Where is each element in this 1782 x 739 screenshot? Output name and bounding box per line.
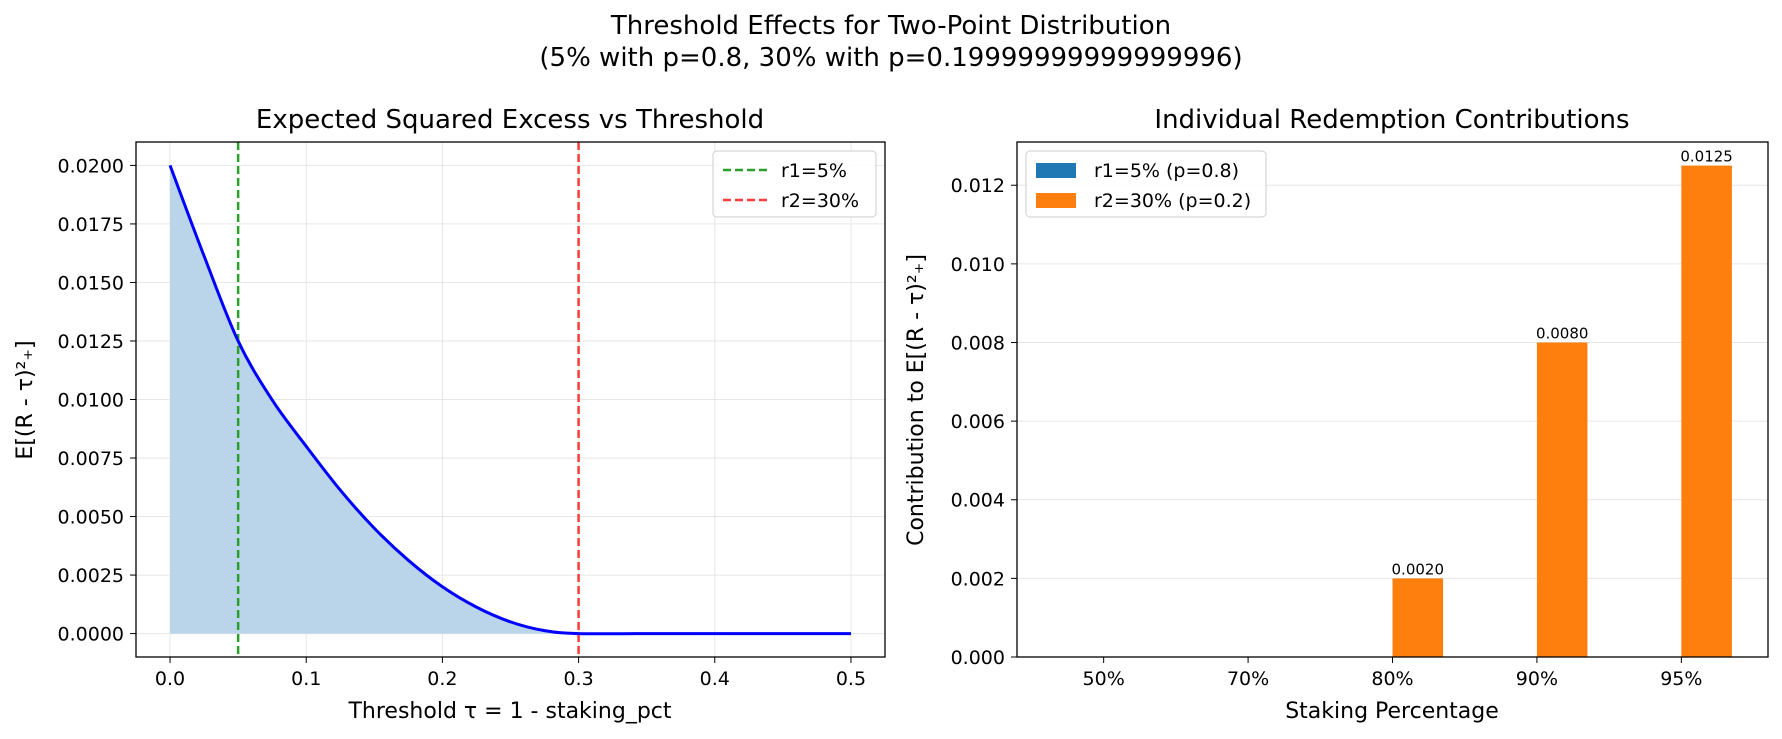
bar-r2-80% bbox=[1392, 578, 1444, 657]
y-tick-label: 0.010 bbox=[951, 254, 1005, 276]
x-tick-label: 0.0 bbox=[155, 668, 185, 690]
legend-label-r1: r1=5% bbox=[781, 160, 847, 182]
bar-r2-95% bbox=[1681, 165, 1732, 658]
y-tick-label: 0.0100 bbox=[58, 390, 124, 412]
y-tick-label: 0.0150 bbox=[58, 272, 124, 294]
y-tick-label: 0.0175 bbox=[58, 214, 124, 236]
y-tick-label: 0.004 bbox=[951, 490, 1005, 512]
bar-value-label: 0.0080 bbox=[1536, 324, 1589, 342]
bar-value-label: 0.0020 bbox=[1392, 560, 1445, 578]
y-tick-label: 0.0075 bbox=[58, 448, 124, 470]
y-tick-label: 0.0025 bbox=[58, 565, 124, 587]
legend-label-r1: r1=5% (p=0.8) bbox=[1094, 160, 1239, 182]
x-tick-label: 0.3 bbox=[563, 668, 593, 690]
y-tick-label: 0.006 bbox=[951, 411, 1005, 433]
y-tick-label: 0.000 bbox=[951, 647, 1005, 669]
y-tick-label: 0.0125 bbox=[58, 331, 124, 353]
bar-chart: Individual Redemption Contributions 0.00… bbox=[904, 105, 1769, 724]
x-tick-label: 70% bbox=[1227, 668, 1269, 690]
x-axis-label: Threshold τ = 1 - staking_pct bbox=[347, 699, 671, 724]
x-tick-label: 0.4 bbox=[700, 668, 730, 690]
area-fill bbox=[170, 165, 851, 634]
legend-label-r2: r2=30% (p=0.2) bbox=[1094, 190, 1251, 212]
bar-value-label: 0.0125 bbox=[1680, 148, 1733, 166]
x-axis-label-right: Staking Percentage bbox=[1285, 699, 1499, 724]
legend: r1=5% r2=30% bbox=[712, 150, 877, 218]
y-tick-label: 0.0200 bbox=[58, 155, 124, 177]
x-tick-label: 0.2 bbox=[427, 668, 457, 690]
x-tick-label: 90% bbox=[1516, 668, 1558, 690]
line-chart: Expected Squared Excess vs Threshold 0.0… bbox=[13, 105, 886, 724]
y-tick-label: 0.008 bbox=[951, 332, 1005, 354]
x-tick-label: 50% bbox=[1083, 668, 1125, 690]
y-tick-label: 0.002 bbox=[951, 568, 1005, 590]
x-tick-label: 0.5 bbox=[836, 668, 866, 690]
legend-swatch-r2 bbox=[1036, 193, 1076, 208]
legend-box-right bbox=[1025, 150, 1267, 218]
figure-title: Threshold Effects for Two-Point Distribu… bbox=[610, 11, 1172, 41]
legend-label-r2: r2=30% bbox=[781, 190, 859, 212]
right-chart-title: Individual Redemption Contributions bbox=[1154, 105, 1629, 135]
bar-r2-90% bbox=[1536, 342, 1588, 657]
x-tick-label: 95% bbox=[1660, 668, 1702, 690]
x-tick-label: 0.1 bbox=[291, 668, 321, 690]
y-tick-label: 0.012 bbox=[951, 175, 1005, 197]
legend-right: r1=5% (p=0.8) r2=30% (p=0.2) bbox=[1025, 150, 1267, 218]
left-chart-title: Expected Squared Excess vs Threshold bbox=[256, 105, 764, 135]
y-axis-label-right: Contribution to E[(R - τ)²₊] bbox=[904, 254, 929, 546]
x-tick-label: 80% bbox=[1371, 668, 1413, 690]
figure-subtitle: (5% with p=0.8, 30% with p=0.19999999999… bbox=[539, 43, 1243, 73]
y-tick-label: 0.0050 bbox=[58, 507, 124, 529]
expected-excess-curve bbox=[168, 164, 851, 636]
y-tick-label: 0.0000 bbox=[58, 624, 124, 646]
y-axis-label: E[(R - τ)²₊] bbox=[13, 340, 38, 459]
legend-swatch-r1 bbox=[1036, 163, 1076, 178]
